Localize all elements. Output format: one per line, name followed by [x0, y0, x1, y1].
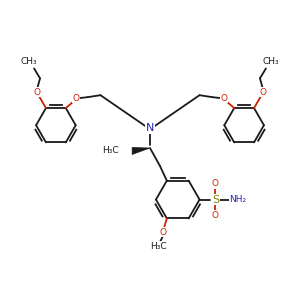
Text: CH₃: CH₃: [262, 57, 279, 66]
Text: O: O: [34, 88, 40, 97]
Text: NH₂: NH₂: [230, 195, 247, 204]
Text: H₃C: H₃C: [102, 146, 118, 155]
Text: CH₃: CH₃: [21, 57, 38, 66]
Text: S: S: [212, 194, 219, 205]
Text: O: O: [72, 94, 79, 103]
Text: H₃C: H₃C: [151, 242, 167, 251]
Text: N: N: [146, 123, 154, 133]
Text: O: O: [212, 179, 219, 188]
Text: O: O: [260, 88, 266, 97]
Text: O: O: [212, 211, 219, 220]
Text: O: O: [159, 228, 167, 237]
Text: O: O: [221, 94, 228, 103]
Polygon shape: [132, 148, 150, 154]
